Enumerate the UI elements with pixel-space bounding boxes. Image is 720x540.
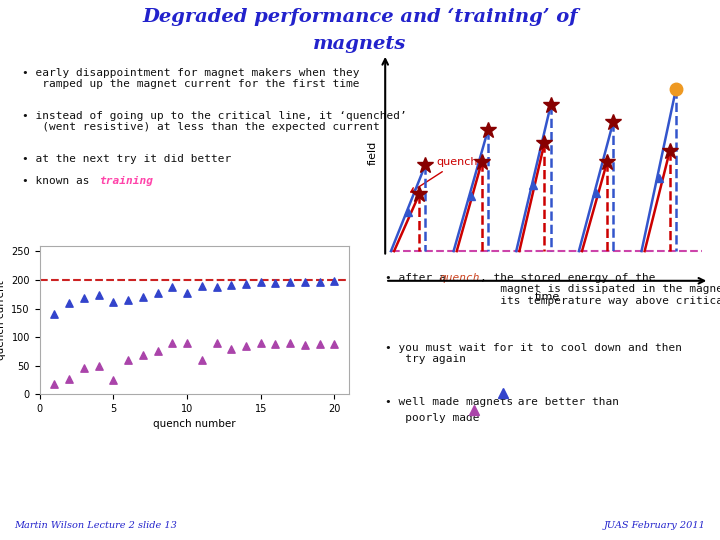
- Text: field: field: [368, 140, 378, 165]
- Point: [93, 361, 104, 370]
- Point: [255, 278, 266, 287]
- Point: [63, 299, 75, 308]
- Text: • early disappointment for magnet makers when they
   ramped up the magnet curre: • early disappointment for magnet makers…: [22, 68, 359, 89]
- Point: [78, 364, 89, 373]
- Text: quench: quench: [439, 273, 480, 283]
- Text: JUAS February 2011: JUAS February 2011: [604, 521, 706, 530]
- Point: [107, 376, 119, 385]
- Text: magnets: magnets: [313, 35, 407, 53]
- Point: [137, 351, 148, 360]
- Text: Degraded performance and ‘training’ of: Degraded performance and ‘training’ of: [142, 8, 578, 26]
- X-axis label: quench number: quench number: [153, 420, 235, 429]
- Text: quench: quench: [411, 157, 477, 192]
- Text: time: time: [534, 292, 560, 302]
- Point: [211, 282, 222, 291]
- Point: [300, 278, 311, 287]
- Point: [211, 339, 222, 348]
- Point: [314, 340, 325, 348]
- Point: [122, 356, 134, 364]
- Point: [137, 292, 148, 301]
- Point: [314, 278, 325, 286]
- Text: • instead of going up to the critical line, it ‘quenched’
   (went resistive) at: • instead of going up to the critical li…: [22, 111, 406, 132]
- Text: are better than: are better than: [511, 397, 619, 407]
- Point: [225, 281, 237, 289]
- Text: • known as: • known as: [22, 176, 96, 186]
- Point: [93, 291, 104, 300]
- Point: [196, 282, 207, 291]
- Text: training: training: [99, 176, 153, 186]
- Text: • well made magnets: • well made magnets: [385, 397, 521, 407]
- Point: [240, 280, 252, 288]
- Text: , the stored energy of the
   magnet is dissipated in the magnet, raising
   its: , the stored energy of the magnet is dis…: [480, 273, 720, 306]
- Point: [270, 279, 282, 288]
- Point: [284, 339, 296, 348]
- Y-axis label: quench current: quench current: [0, 280, 6, 360]
- Point: [329, 277, 341, 286]
- Point: [255, 339, 266, 348]
- Point: [122, 295, 134, 304]
- Point: [181, 339, 193, 347]
- Point: [48, 309, 60, 318]
- Text: • you must wait for it to cool down and then
   try again: • you must wait for it to cool down and …: [385, 343, 683, 364]
- Point: [196, 356, 207, 364]
- Text: • after a: • after a: [385, 273, 453, 283]
- Text: poorly made: poorly made: [385, 413, 487, 423]
- Point: [78, 294, 89, 302]
- Point: [107, 298, 119, 306]
- Text: • at the next try it did better: • at the next try it did better: [22, 154, 231, 164]
- Point: [181, 288, 193, 297]
- Text: Martin Wilson Lecture 2 slide 13: Martin Wilson Lecture 2 slide 13: [14, 521, 177, 530]
- Point: [270, 340, 282, 348]
- Point: [152, 347, 163, 356]
- Point: [63, 374, 75, 383]
- Point: [225, 344, 237, 353]
- Point: [329, 340, 341, 348]
- Point: [166, 282, 178, 291]
- Point: [48, 380, 60, 388]
- Point: [300, 340, 311, 349]
- Point: [166, 339, 178, 348]
- Point: [152, 288, 163, 297]
- Point: [284, 278, 296, 287]
- Point: [240, 341, 252, 350]
